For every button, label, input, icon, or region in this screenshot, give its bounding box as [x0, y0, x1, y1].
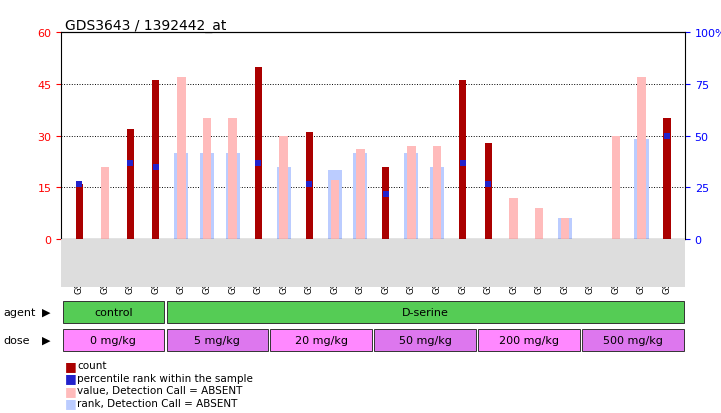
Bar	[277, 167, 291, 240]
Text: percentile rank within the sample: percentile rank within the sample	[77, 373, 253, 383]
Bar	[663, 119, 671, 240]
Bar	[152, 81, 159, 240]
FancyBboxPatch shape	[63, 301, 164, 323]
Bar	[356, 150, 365, 240]
Bar	[430, 167, 444, 240]
Text: count: count	[77, 361, 107, 370]
Bar	[306, 133, 313, 240]
Bar	[328, 171, 342, 240]
Bar	[174, 154, 188, 240]
FancyBboxPatch shape	[167, 301, 684, 323]
Bar	[100, 167, 109, 240]
Text: dose: dose	[4, 335, 30, 345]
Bar	[229, 119, 236, 240]
Bar	[200, 154, 214, 240]
Text: rank, Detection Call = ABSENT: rank, Detection Call = ABSENT	[77, 398, 237, 408]
Text: GDS3643 / 1392442_at: GDS3643 / 1392442_at	[65, 19, 226, 33]
Bar	[558, 219, 572, 240]
Text: 200 mg/kg: 200 mg/kg	[499, 335, 559, 345]
Bar	[76, 185, 83, 240]
Text: 5 mg/kg: 5 mg/kg	[194, 335, 240, 345]
Bar	[280, 136, 288, 240]
FancyBboxPatch shape	[270, 329, 372, 351]
Bar	[634, 140, 648, 240]
Text: ■: ■	[65, 384, 76, 397]
Bar	[255, 67, 262, 240]
Bar	[404, 154, 418, 240]
FancyBboxPatch shape	[478, 329, 580, 351]
Bar	[535, 209, 544, 240]
Text: 50 mg/kg: 50 mg/kg	[399, 335, 451, 345]
FancyBboxPatch shape	[167, 329, 268, 351]
Text: value, Detection Call = ABSENT: value, Detection Call = ABSENT	[77, 385, 242, 395]
Bar	[382, 167, 389, 240]
Bar	[203, 119, 211, 240]
Bar	[353, 154, 368, 240]
Bar	[407, 147, 416, 240]
Bar	[510, 198, 518, 240]
Text: ■: ■	[65, 396, 76, 409]
Bar	[485, 143, 492, 240]
Text: ■: ■	[65, 359, 76, 372]
Bar	[330, 181, 339, 240]
Bar	[637, 78, 646, 240]
Text: agent: agent	[4, 307, 36, 317]
Bar	[226, 154, 239, 240]
FancyBboxPatch shape	[583, 329, 684, 351]
FancyBboxPatch shape	[374, 329, 476, 351]
Bar	[433, 147, 441, 240]
Bar	[459, 81, 466, 240]
Text: ▶: ▶	[42, 335, 50, 345]
Text: 20 mg/kg: 20 mg/kg	[295, 335, 348, 345]
FancyBboxPatch shape	[63, 329, 164, 351]
Bar	[127, 129, 134, 240]
Text: ▶: ▶	[42, 307, 50, 317]
Bar	[611, 136, 620, 240]
Bar	[177, 78, 185, 240]
Text: 500 mg/kg: 500 mg/kg	[603, 335, 663, 345]
Text: D-serine: D-serine	[402, 307, 448, 317]
Text: 0 mg/kg: 0 mg/kg	[90, 335, 136, 345]
Text: ■: ■	[65, 371, 76, 385]
Text: control: control	[94, 307, 133, 317]
Bar	[561, 219, 569, 240]
